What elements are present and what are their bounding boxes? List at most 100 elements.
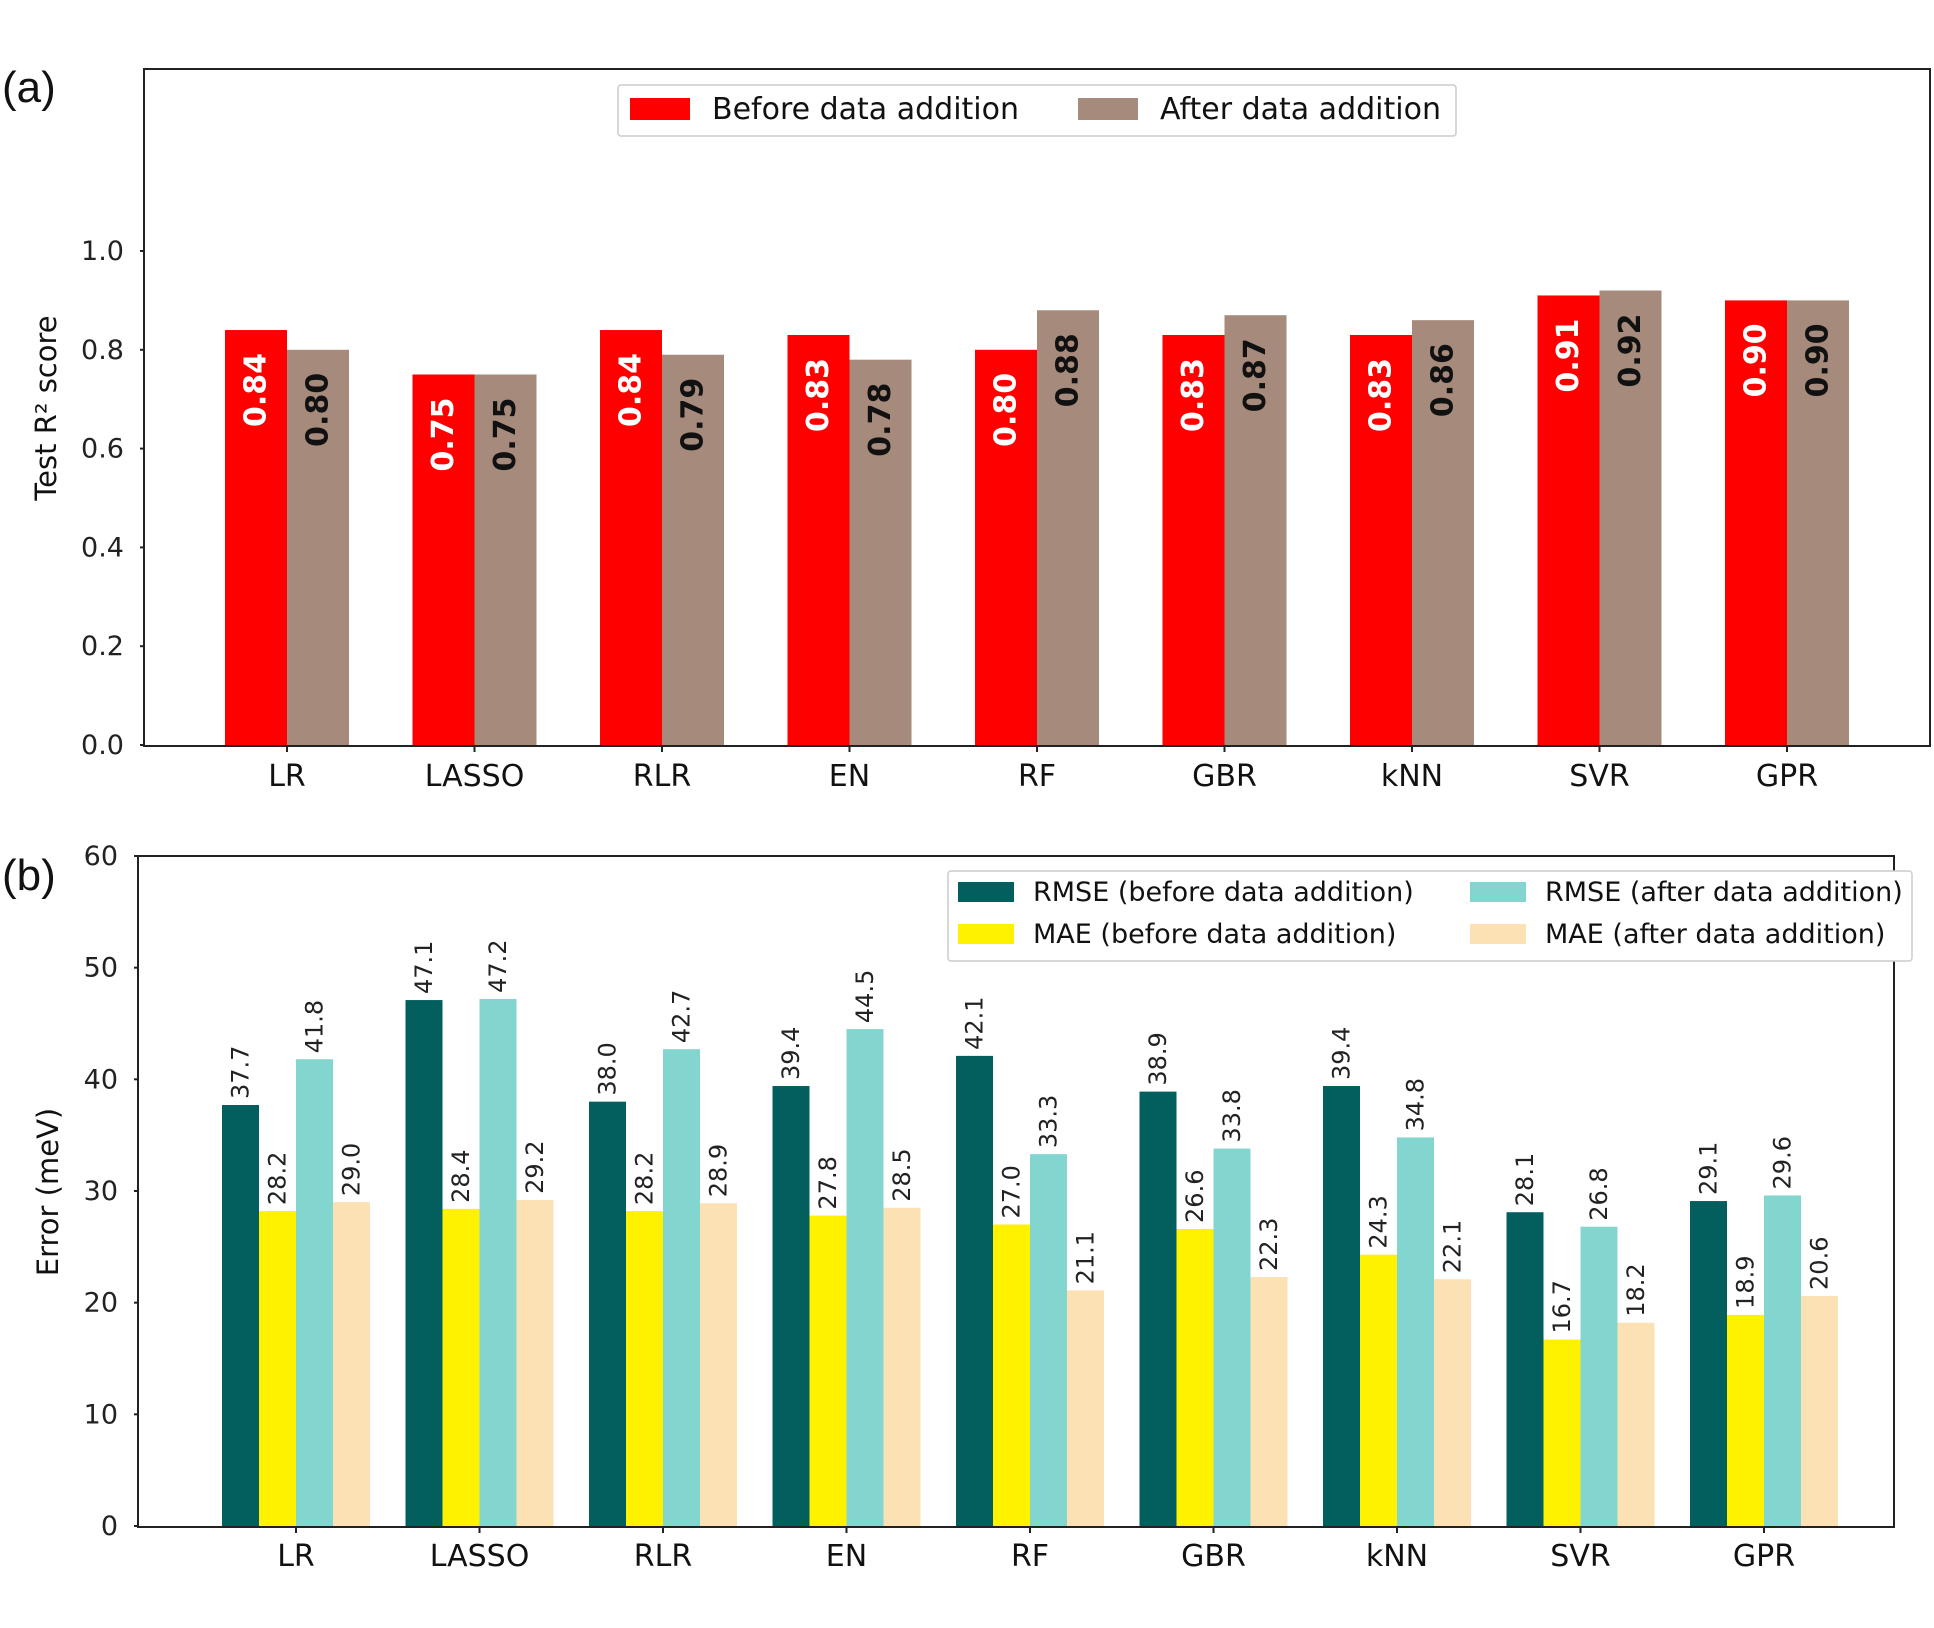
xtick-label-knn: kNN bbox=[1381, 759, 1443, 794]
bar-rlr-mae-before-data-addition bbox=[626, 1211, 663, 1526]
xtick-label-en: EN bbox=[826, 1539, 867, 1574]
data-label-gpr-before-data-addition: 0.90 bbox=[1739, 323, 1774, 397]
data-label-gpr-after-data-addition: 0.90 bbox=[1801, 323, 1836, 397]
data-label-lasso-after-data-addition: 0.75 bbox=[488, 397, 523, 471]
legend-label-rmse-after: RMSE (after data addition) bbox=[1545, 877, 1903, 908]
data-label-rlr-after-data-addition: 0.79 bbox=[676, 378, 711, 452]
data-label-svr-rmse-before-data-addition: 28.1 bbox=[1511, 1153, 1539, 1206]
bar-lr-rmse-after-data-addition bbox=[296, 1059, 333, 1526]
bar-rlr-rmse-after-data-addition bbox=[663, 1049, 700, 1526]
data-label-rlr-rmse-after-data-addition: 42.7 bbox=[668, 990, 696, 1043]
bar-lasso-after-data-addition bbox=[474, 374, 537, 745]
xtick-label-lr: LR bbox=[277, 1539, 315, 1574]
xtick-label-lasso: LASSO bbox=[430, 1539, 530, 1574]
ytick-label: 0.0 bbox=[81, 730, 124, 761]
bar-rf-after-data-addition bbox=[1037, 310, 1099, 745]
bar-knn-mae-before-data-addition bbox=[1360, 1254, 1397, 1526]
bar-en-before-data-addition bbox=[787, 334, 850, 745]
bar-knn-rmse-before-data-addition bbox=[1323, 1086, 1360, 1526]
ytick-label: 0.6 bbox=[81, 434, 124, 465]
bar-rf-rmse-before-data-addition bbox=[956, 1055, 993, 1526]
legend-swatch-before bbox=[630, 98, 690, 120]
panel-a-legend-box bbox=[617, 84, 1457, 137]
legend-swatch-mae-after bbox=[1470, 924, 1526, 944]
xtick-label-rlr: RLR bbox=[633, 759, 691, 794]
ytick-label: 40 bbox=[84, 1064, 118, 1095]
data-label-gbr-mae-before-data-addition: 26.6 bbox=[1181, 1170, 1209, 1223]
panel-a-legend: Before data addition After data addition bbox=[617, 84, 1457, 137]
data-label-svr-after-data-addition: 0.92 bbox=[1613, 314, 1648, 388]
ytick-label: 0.4 bbox=[81, 532, 124, 563]
data-label-en-rmse-after-data-addition: 44.5 bbox=[851, 970, 879, 1023]
data-label-lr-after-data-addition: 0.80 bbox=[301, 373, 336, 447]
data-label-gbr-after-data-addition: 0.87 bbox=[1238, 338, 1273, 412]
data-label-en-before-data-addition: 0.83 bbox=[801, 358, 836, 432]
data-label-gbr-before-data-addition: 0.83 bbox=[1176, 358, 1211, 432]
bar-lr-mae-after-data-addition bbox=[333, 1202, 370, 1526]
data-label-en-mae-after-data-addition: 28.5 bbox=[888, 1148, 916, 1201]
data-label-gpr-mae-after-data-addition: 20.6 bbox=[1806, 1237, 1834, 1290]
data-label-rf-rmse-before-data-addition: 42.1 bbox=[961, 996, 989, 1049]
panel-a-ylabel: Test R² score bbox=[29, 315, 63, 501]
bar-gpr-mae-after-data-addition bbox=[1801, 1295, 1838, 1526]
legend-label-mae-before: MAE (before data addition) bbox=[1033, 919, 1396, 950]
bar-gbr-rmse-after-data-addition bbox=[1213, 1148, 1251, 1526]
data-label-lasso-mae-before-data-addition: 28.4 bbox=[447, 1149, 475, 1202]
xtick-label-gpr: GPR bbox=[1756, 759, 1818, 794]
legend-swatch-mae-before bbox=[958, 924, 1014, 944]
xtick-label-gpr: GPR bbox=[1733, 1539, 1795, 1574]
data-label-rlr-rmse-before-data-addition: 38.0 bbox=[594, 1042, 622, 1095]
bar-gbr-before-data-addition bbox=[1162, 334, 1225, 745]
data-label-lr-rmse-before-data-addition: 37.7 bbox=[227, 1046, 255, 1099]
bar-knn-after-data-addition bbox=[1412, 320, 1474, 745]
bar-rf-mae-after-data-addition bbox=[1067, 1290, 1104, 1526]
bar-lr-mae-before-data-addition bbox=[259, 1211, 296, 1526]
bar-en-rmse-after-data-addition bbox=[846, 1029, 884, 1526]
panel-b-xticks: LR LASSO RLR EN RF GBR kNN SVR GPR bbox=[277, 1526, 1795, 1574]
xtick-label-en: EN bbox=[829, 759, 870, 794]
bar-gpr-rmse-before-data-addition bbox=[1690, 1201, 1727, 1526]
bar-knn-before-data-addition bbox=[1350, 334, 1412, 745]
bar-knn-rmse-after-data-addition bbox=[1397, 1137, 1434, 1526]
xtick-label-knn: kNN bbox=[1366, 1539, 1428, 1574]
bar-rf-rmse-after-data-addition bbox=[1030, 1154, 1067, 1526]
bar-rlr-before-data-addition bbox=[600, 330, 662, 745]
bar-lr-before-data-addition bbox=[225, 330, 287, 745]
panel-a-label: (a) bbox=[2, 63, 56, 112]
bar-svr-before-data-addition bbox=[1537, 295, 1600, 745]
bar-lasso-mae-before-data-addition bbox=[442, 1208, 480, 1526]
ytick-label: 20 bbox=[84, 1288, 118, 1319]
data-label-svr-mae-before-data-addition: 16.7 bbox=[1548, 1280, 1576, 1333]
data-label-lasso-before-data-addition: 0.75 bbox=[426, 397, 461, 471]
legend-swatch-rmse-after bbox=[1470, 882, 1526, 902]
data-label-rlr-before-data-addition: 0.84 bbox=[614, 353, 649, 427]
legend-swatch-after bbox=[1078, 98, 1138, 120]
data-label-svr-before-data-addition: 0.91 bbox=[1551, 318, 1586, 392]
bar-gpr-after-data-addition bbox=[1787, 300, 1849, 745]
ytick-label: 1.0 bbox=[81, 236, 124, 267]
bar-gpr-before-data-addition bbox=[1725, 300, 1787, 745]
bar-rf-before-data-addition bbox=[975, 349, 1037, 745]
data-label-lr-mae-before-data-addition: 28.2 bbox=[264, 1152, 292, 1205]
bar-gbr-after-data-addition bbox=[1224, 315, 1287, 745]
data-label-lr-before-data-addition: 0.84 bbox=[239, 353, 274, 427]
panel-a-bars: 0.84 0.80 0.75 0.75 0.84 0.79 0.83 0.78 0.80 0.88… bbox=[225, 290, 1849, 745]
panel-b-label: (b) bbox=[2, 851, 56, 900]
panel-b-ylabel: Error (meV) bbox=[31, 1108, 65, 1276]
data-label-rlr-mae-after-data-addition: 28.9 bbox=[705, 1144, 733, 1197]
xtick-label-svr: SVR bbox=[1550, 1539, 1610, 1574]
data-label-en-after-data-addition: 0.78 bbox=[863, 383, 898, 457]
data-label-lr-mae-after-data-addition: 29.0 bbox=[338, 1143, 366, 1196]
data-label-svr-mae-after-data-addition: 18.2 bbox=[1622, 1263, 1650, 1316]
ytick-label: 10 bbox=[84, 1399, 118, 1430]
xtick-label-rf: RF bbox=[1011, 1539, 1049, 1574]
data-label-gbr-rmse-after-data-addition: 33.8 bbox=[1218, 1089, 1246, 1142]
bar-rlr-after-data-addition bbox=[662, 354, 724, 745]
bar-svr-mae-after-data-addition bbox=[1617, 1322, 1655, 1526]
ytick-label: 0.8 bbox=[81, 335, 124, 366]
bar-gpr-mae-before-data-addition bbox=[1727, 1314, 1764, 1526]
ytick-label: 50 bbox=[84, 953, 118, 984]
bar-lasso-rmse-before-data-addition bbox=[405, 1000, 443, 1526]
data-label-rlr-mae-before-data-addition: 28.2 bbox=[631, 1152, 659, 1205]
data-label-gpr-rmse-before-data-addition: 29.1 bbox=[1695, 1142, 1723, 1195]
